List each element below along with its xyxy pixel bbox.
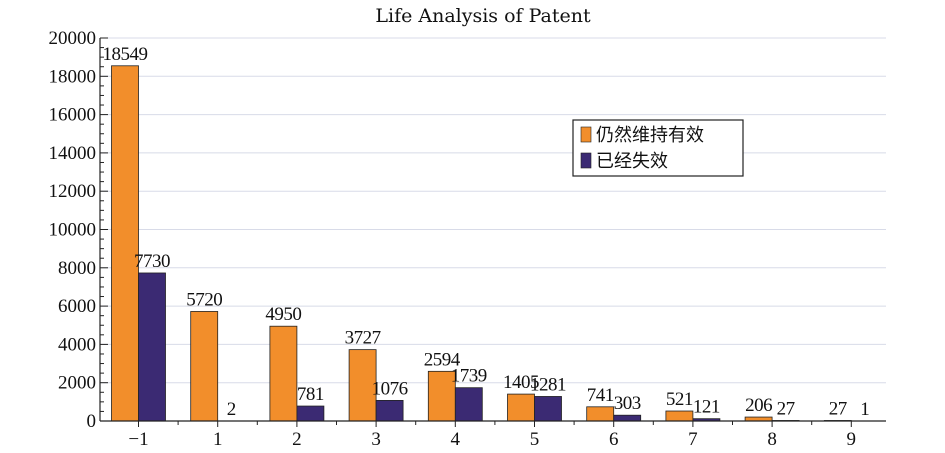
bar-series-2-4 <box>454 387 483 422</box>
x-tick-label-6: 6 <box>609 429 619 450</box>
x-tick-label-3: 3 <box>371 429 381 450</box>
y-tick-label-2: 4000 <box>58 334 96 355</box>
data-label-series-1-6: 741 <box>587 385 614 406</box>
legend-box <box>572 119 744 177</box>
data-label-series-2-5: 1281 <box>530 374 566 395</box>
x-tick-label-2: 2 <box>292 429 302 450</box>
data-label-series-1-4: 2594 <box>424 349 461 370</box>
data-label-series-2-8: 27 <box>777 398 795 419</box>
data-label-series-2-4: 1739 <box>451 366 487 387</box>
gridlines <box>100 37 886 384</box>
legend-swatch-series-1 <box>580 126 592 143</box>
data-label-series-1-8: 206 <box>745 395 772 416</box>
data-label-series-2-9: 1 <box>860 399 869 420</box>
bar-series-1-5 <box>507 393 535 422</box>
data-label-series-1-0: 18549 <box>103 44 148 65</box>
bar-series-1-2 <box>269 325 298 422</box>
data-label-series-1-3: 3727 <box>345 328 381 349</box>
y-tick-label-3: 6000 <box>58 296 96 317</box>
bar-series-1-3 <box>348 349 377 422</box>
axes: 0 2000 4000 6000 8000 10000 12000 14000 16000 180… <box>49 28 886 450</box>
bar-series-1-1 <box>190 311 219 422</box>
data-label-series-1-2: 4950 <box>265 304 301 325</box>
data-label-series-2-3: 1076 <box>372 378 408 399</box>
x-tick-label-8: 8 <box>767 429 777 450</box>
x-tick-label-7: 7 <box>688 429 698 450</box>
bar-series-2-5 <box>534 396 562 422</box>
y-tick-label-9: 18000 <box>49 66 97 87</box>
y-tick-label-4: 8000 <box>58 258 96 279</box>
x-tick-label-1: 1 <box>213 429 223 450</box>
data-label-series-1-1: 5720 <box>186 289 222 310</box>
legend-label-series-1: 仍然维持有效 <box>596 125 704 146</box>
bar-series-2-0 <box>138 272 166 422</box>
bar-series-1-0 <box>111 65 139 422</box>
y-tick-label-1: 2000 <box>58 373 96 394</box>
legend-swatch-series-2 <box>580 152 592 169</box>
bar-series-1-6 <box>586 406 615 422</box>
data-label-series-2-7: 121 <box>693 397 720 418</box>
y-tick-label-0: 0 <box>87 411 97 432</box>
data-label-series-2-2: 781 <box>297 384 324 405</box>
y-tick-label-5: 10000 <box>49 220 97 241</box>
y-tick-label-7: 14000 <box>49 143 97 164</box>
data-label-series-1-7: 521 <box>666 389 693 410</box>
x-tick-label-0: −1 <box>128 429 148 450</box>
x-tick-label-9: 9 <box>847 429 857 450</box>
data-label-series-1-5: 1405 <box>503 372 539 393</box>
legend-label-series-2: 已经失效 <box>596 151 668 172</box>
bars <box>111 65 879 422</box>
x-tick-label-5: 5 <box>530 429 540 450</box>
y-tick-label-8: 16000 <box>49 105 97 126</box>
bar-series-2-6 <box>613 414 642 422</box>
data-label-series-2-0: 7730 <box>134 251 170 272</box>
y-tick-label-10: 20000 <box>49 28 97 49</box>
chart-title: Life Analysis of Patent <box>375 5 591 27</box>
bar-series-1-4 <box>427 370 456 422</box>
bar-series-1-7 <box>665 410 694 422</box>
data-label-series-2-6: 303 <box>614 393 641 414</box>
x-tick-label-4: 4 <box>451 429 461 450</box>
data-label-series-2-1: 2 <box>227 399 236 420</box>
legend: 仍然维持有效 已经失效 <box>572 119 744 177</box>
bar-series-2-2 <box>296 405 325 422</box>
data-label-series-1-9: 27 <box>829 398 847 419</box>
y-tick-label-6: 12000 <box>49 181 97 202</box>
bar-series-2-3 <box>375 399 404 422</box>
